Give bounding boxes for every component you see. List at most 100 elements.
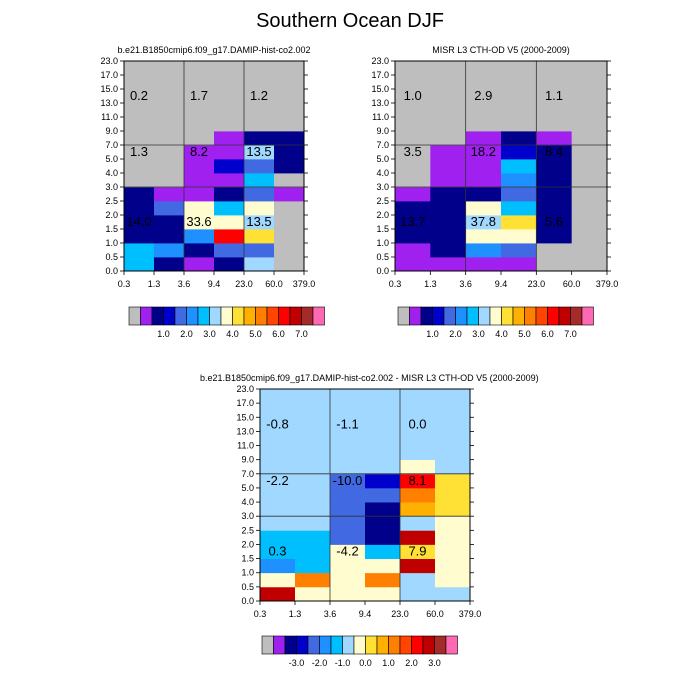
colorbar-swatch [209,306,222,326]
y-tick-label: 17.0 [100,70,118,80]
colorbar-swatch [284,635,297,655]
heatmap-cell [395,89,431,104]
heatmap-cell [365,502,401,517]
heatmap-cell [184,131,215,146]
figure-title: Southern Ocean DJF [256,10,444,32]
heatmap-cell [395,215,431,230]
y-tick-label: 0.5 [376,252,389,262]
heatmap-cell [501,61,537,76]
cell-annotation: 7.9 [408,544,426,559]
cell-annotation: 0.2 [130,88,148,103]
colorbar-swatch [409,306,422,326]
cell-annotation: 0.3 [268,544,286,559]
cell-annotation: 18.2 [471,144,496,159]
colorbar-label: 4.0 [226,329,239,339]
heatmap-cell [536,159,573,174]
y-tick-label: 2.5 [376,196,389,206]
colorbar-swatch [365,635,378,655]
heatmap-cell [214,117,245,132]
x-tick-label: 3.6 [459,279,472,289]
heatmap-cell [365,403,401,418]
colorbar-swatch [296,635,309,655]
heatmap-cell [400,558,436,574]
heatmap-cell [124,201,155,216]
heatmap-cell [501,187,537,202]
heatmap-cell [124,131,155,146]
heatmap-cell [501,159,537,174]
heatmap-cell [465,89,502,104]
heatmap-cell [214,89,245,104]
heatmap-cell [400,502,436,517]
colorbar-label: 2.0 [405,658,418,668]
heatmap-cell [400,459,436,475]
y-tick-label: 4.0 [376,168,389,178]
x-tick-label: 379.0 [293,279,316,289]
heatmap-cell [260,487,296,503]
heatmap-cell [214,187,245,202]
heatmap-cell [330,502,366,517]
x-tick-label: 60.0 [265,279,283,289]
heatmap-cell [184,215,215,230]
heatmap-cell [400,516,436,531]
y-tick-label: 9.0 [241,455,254,465]
cell-annotation: 8.1 [408,473,426,488]
x-tick-label: 23.0 [391,609,409,619]
heatmap-cell [244,243,275,258]
y-tick-label: 0.5 [105,252,118,262]
heatmap-cell [124,215,155,230]
heatmap-cell [365,431,401,446]
y-tick-label: 17.0 [236,398,254,408]
heatmap-cell [260,403,296,418]
heatmap-cell [465,131,502,146]
y-tick-label: 1.5 [241,554,254,564]
heatmap-cell [244,61,275,76]
heatmap-cell [435,431,471,446]
heatmap-cell [430,75,467,90]
heatmap-cell [260,516,296,531]
colorbar-label: -2.0 [312,658,328,668]
heatmap-cell [501,229,537,244]
heatmap-cell [465,159,502,174]
y-tick-label: 1.5 [105,224,118,234]
colorbar-swatch [376,635,389,655]
heatmap-cell [501,131,537,146]
colorbar-label: 2.0 [449,329,462,339]
y-tick-label: 9.0 [105,126,118,136]
colorbar-label: 7.0 [295,329,308,339]
heatmap-cell [260,502,296,517]
heatmap-cell [330,544,366,559]
colorbar-label: 7.0 [564,329,577,339]
y-tick-label: 2.0 [241,539,254,549]
heatmap-panel-2: 0.0 0.5 1.0 1.5 2.0 2.5 3.0 4.0 5.0 7.0 9.0 11.0 13.… [236,384,481,619]
heatmap-cell [435,558,471,574]
heatmap-cell [365,516,401,531]
y-tick-label: 13.0 [236,426,254,436]
heatmap-cell [435,544,471,559]
colorbar-2: -3.0 -2.0 -1.0 0.0 1.0 2.0 3.0 [261,635,458,668]
heatmap-cell [274,75,305,90]
heatmap-cell [214,201,245,216]
x-tick-label: 60.0 [426,609,444,619]
heatmap-cell [430,61,467,76]
heatmap-cell [571,201,608,216]
x-tick-label: 9.4 [359,609,372,619]
heatmap-cell [124,89,155,104]
heatmap-cell [571,131,608,146]
heatmap-cell [244,215,275,230]
cell-annotation: 2.9 [474,88,492,103]
heatmap-cell [244,103,275,118]
heatmap-cell [214,243,245,258]
y-tick-label: 23.0 [100,56,118,66]
heatmap-cell [400,473,436,489]
x-tick-label: 3.6 [178,279,191,289]
heatmap-cell [465,145,502,160]
colorbar-swatch [501,306,514,326]
heatmap-cell [260,417,296,432]
heatmap-cell [154,215,185,230]
heatmap-cell [295,558,331,574]
cell-annotation: -2.2 [266,473,288,488]
x-tick-label: 9.4 [495,279,508,289]
heatmap-cell [330,558,366,574]
heatmap-cell [571,159,608,174]
y-tick-label: 13.0 [100,98,118,108]
